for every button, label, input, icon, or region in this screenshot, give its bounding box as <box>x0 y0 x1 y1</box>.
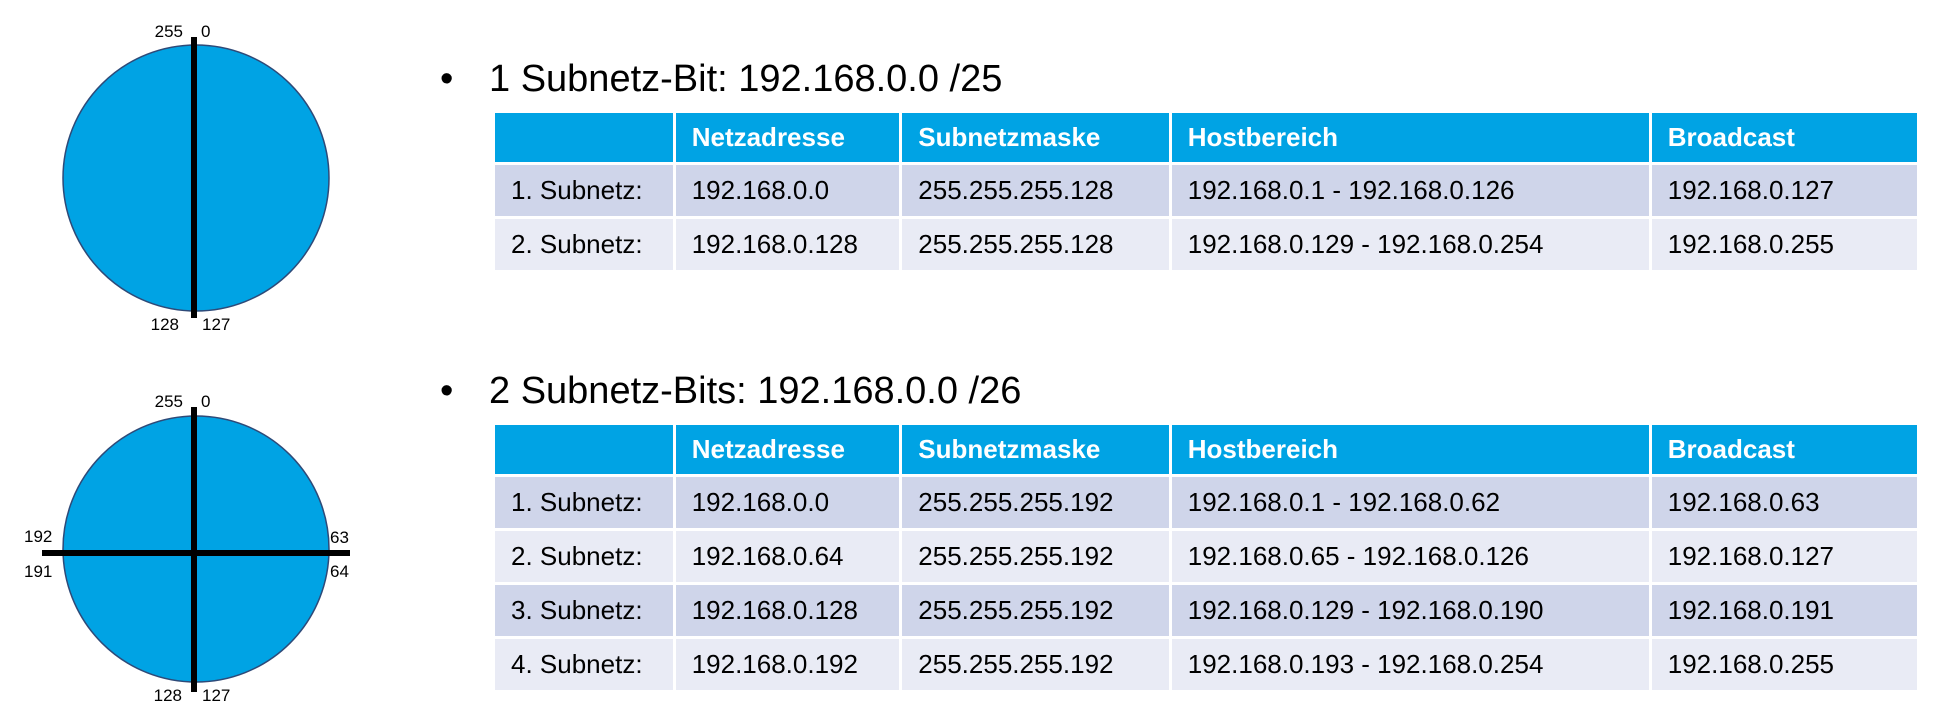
table-row: 2. Subnetz: 192.168.0.64 255.255.255.192… <box>495 531 1917 582</box>
subnetzmaske-cell: 255.255.255.128 <box>902 219 1169 270</box>
subnetzmaske-cell: 255.255.255.192 <box>902 477 1169 528</box>
subnetzmaske-cell: 255.255.255.192 <box>902 531 1169 582</box>
section-heading: • 2 Subnetz-Bits: 192.168.0.0 /26 <box>440 372 1021 410</box>
table-row: 1. Subnetz: 192.168.0.0 255.255.255.128 … <box>495 165 1917 216</box>
hostbereich-cell: 192.168.0.129 - 192.168.0.254 <box>1171 219 1649 270</box>
subnet-label: 4. Subnetz: <box>495 639 673 690</box>
table-row: 4. Subnetz: 192.168.0.192 255.255.255.19… <box>495 639 1917 690</box>
subnet-label: 1. Subnetz: <box>495 477 673 528</box>
header-cell-empty <box>495 425 673 474</box>
label-128: 128 <box>154 686 182 705</box>
section-heading: • 1 Subnetz-Bit: 192.168.0.0 /25 <box>440 60 1002 98</box>
header-hostbereich: Hostbereich <box>1171 113 1649 162</box>
label-64: 64 <box>330 562 349 581</box>
hostbereich-cell: 192.168.0.129 - 192.168.0.190 <box>1171 585 1649 636</box>
hostbereich-cell: 192.168.0.65 - 192.168.0.126 <box>1171 531 1649 582</box>
subnet-table-26: Netzadresse Subnetzmaske Hostbereich Bro… <box>492 422 1920 693</box>
broadcast-cell: 192.168.0.63 <box>1651 477 1917 528</box>
bullet-icon: • <box>440 58 454 100</box>
header-hostbereich: Hostbereich <box>1171 425 1649 474</box>
table-header-row: Netzadresse Subnetzmaske Hostbereich Bro… <box>495 425 1917 474</box>
subnetzmaske-cell: 255.255.255.192 <box>902 639 1169 690</box>
netzadresse-cell: 192.168.0.192 <box>675 639 900 690</box>
hostbereich-cell: 192.168.0.1 - 192.168.0.126 <box>1171 165 1649 216</box>
netzadresse-cell: 192.168.0.128 <box>675 585 900 636</box>
hostbereich-cell: 192.168.0.1 - 192.168.0.62 <box>1171 477 1649 528</box>
label-191: 191 <box>24 562 52 581</box>
table-row: 3. Subnetz: 192.168.0.128 255.255.255.19… <box>495 585 1917 636</box>
broadcast-cell: 192.168.0.127 <box>1651 531 1917 582</box>
address-space-circle <box>62 415 330 683</box>
broadcast-cell: 192.168.0.255 <box>1651 639 1917 690</box>
subnet-label: 3. Subnetz: <box>495 585 673 636</box>
table-row: 2. Subnetz: 192.168.0.128 255.255.255.12… <box>495 219 1917 270</box>
subnetzmaske-cell: 255.255.255.128 <box>902 165 1169 216</box>
subnetzmaske-cell: 255.255.255.192 <box>902 585 1169 636</box>
section-26: • 2 Subnetz-Bits: 192.168.0.0 /26 Netzadr… <box>440 370 1920 700</box>
header-broadcast: Broadcast <box>1651 113 1917 162</box>
label-128: 128 <box>151 315 179 334</box>
label-0: 0 <box>201 22 210 41</box>
subnet-label: 1. Subnetz: <box>495 165 673 216</box>
label-63: 63 <box>330 528 349 547</box>
hostbereich-cell: 192.168.0.193 - 192.168.0.254 <box>1171 639 1649 690</box>
netzadresse-cell: 192.168.0.128 <box>675 219 900 270</box>
header-subnetzmaske: Subnetzmaske <box>902 113 1169 162</box>
header-netzadresse: Netzadresse <box>675 113 900 162</box>
subnet-label: 2. Subnetz: <box>495 531 673 582</box>
table-header-row: Netzadresse Subnetzmaske Hostbereich Bro… <box>495 113 1917 162</box>
broadcast-cell: 192.168.0.255 <box>1651 219 1917 270</box>
subnet-table-25: Netzadresse Subnetzmaske Hostbereich Bro… <box>492 110 1920 273</box>
label-0: 0 <box>201 392 210 411</box>
heading-text: 1 Subnetz-Bit: 192.168.0.0 /25 <box>489 58 1003 100</box>
netzadresse-cell: 192.168.0.64 <box>675 531 900 582</box>
bullet-icon: • <box>440 370 454 412</box>
table-row: 1. Subnetz: 192.168.0.0 255.255.255.192 … <box>495 477 1917 528</box>
heading-text: 2 Subnetz-Bits: 192.168.0.0 /26 <box>489 370 1022 412</box>
header-netzadresse: Netzadresse <box>675 425 900 474</box>
label-255: 255 <box>155 392 183 411</box>
netzadresse-cell: 192.168.0.0 <box>675 477 900 528</box>
subnet-circle-diagram-1: 255 0 128 127 <box>62 22 330 334</box>
netzadresse-cell: 192.168.0.0 <box>675 165 900 216</box>
header-subnetzmaske: Subnetzmaske <box>902 425 1169 474</box>
section-25: • 1 Subnetz-Bit: 192.168.0.0 /25 Netzadre… <box>440 58 1920 288</box>
label-127: 127 <box>202 686 230 705</box>
label-127: 127 <box>202 315 230 334</box>
broadcast-cell: 192.168.0.127 <box>1651 165 1917 216</box>
label-192: 192 <box>24 527 52 546</box>
header-broadcast: Broadcast <box>1651 425 1917 474</box>
subnet-label: 2. Subnetz: <box>495 219 673 270</box>
header-cell-empty <box>495 113 673 162</box>
broadcast-cell: 192.168.0.191 <box>1651 585 1917 636</box>
label-255: 255 <box>155 22 183 41</box>
